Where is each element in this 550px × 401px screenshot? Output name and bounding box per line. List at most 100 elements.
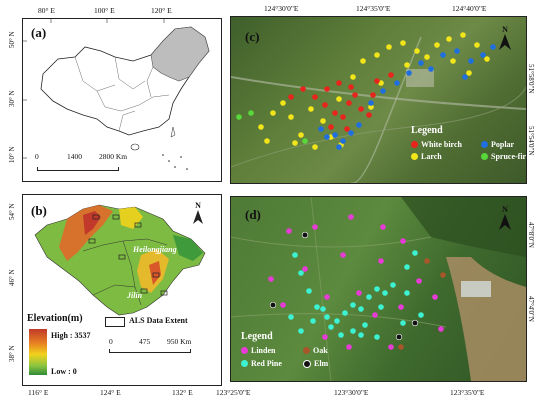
larch-plot-marker (446, 36, 452, 42)
white-birch-plot-marker (332, 110, 338, 116)
c-legend-spruce-fir: Spruce-fir (481, 152, 526, 161)
poplar-plot-marker (318, 126, 324, 132)
b-north-arrow: N (193, 201, 203, 226)
poplar-plot-marker (324, 134, 330, 140)
linden-plot-marker (398, 304, 404, 310)
red-pine-plot-marker (298, 270, 304, 276)
white-birch-plot-marker (312, 94, 318, 100)
oak-plot-marker (398, 344, 404, 350)
poplar-plot-marker (428, 66, 434, 72)
white-birch-plot-marker (348, 84, 354, 90)
d-right-tick-2: 47°4'0"N (527, 296, 535, 322)
white-birch-plot-marker (344, 126, 350, 132)
larch-plot-marker (320, 118, 326, 124)
spruce-fir-marker-icon (481, 153, 488, 160)
panel-d-satellite: (d) N Legend Linden Oak Red Pine Elm (230, 196, 527, 382)
linden-plot-marker (416, 278, 422, 284)
linden-plot-marker (400, 238, 406, 244)
larch-plot-marker (386, 44, 392, 50)
c-legend-label: White birch (421, 140, 462, 149)
spruce-fir-plot-marker (302, 138, 308, 144)
panel-d-label: (d) (245, 207, 261, 222)
red-pine-plot-marker (382, 290, 388, 296)
red-pine-plot-marker (404, 264, 410, 270)
linden-plot-marker (302, 266, 308, 272)
poplar-plot-marker (356, 122, 362, 128)
larch-plot-marker (350, 74, 356, 80)
linden-plot-marker (268, 276, 274, 282)
elevation-high-label: High : 3537 (51, 331, 91, 340)
white-birch-plot-marker (374, 78, 380, 84)
northeast-region (150, 26, 210, 82)
c-legend-label: Poplar (491, 140, 515, 149)
linden-plot-marker (372, 312, 378, 318)
larch-plot-marker (298, 132, 304, 138)
d-north-arrow: N (499, 205, 511, 232)
red-pine-plot-marker (328, 324, 334, 330)
linden-plot-marker (346, 344, 352, 350)
linden-plot-marker (380, 224, 386, 230)
poplar-plot-marker (440, 52, 446, 58)
b-bottom-tick-3: 132° E (172, 388, 193, 397)
d-bottom-tick-1: 123°25'0"E (216, 388, 251, 397)
linden-plot-marker (312, 224, 318, 230)
a-left-tick-1: 50° N (8, 31, 16, 48)
c-legend-title: Legend (411, 125, 443, 136)
a-top-tick-1: 80° E (38, 6, 55, 15)
b-bottom-tick-2: 124° E (100, 388, 121, 397)
panel-d-plot-points (268, 214, 446, 350)
red-pine-plot-marker (418, 312, 424, 318)
c-legend-white-birch: White birch (411, 140, 481, 149)
white-birch-plot-marker (328, 124, 334, 130)
larch-plot-marker (484, 56, 490, 62)
white-birch-marker-icon (411, 141, 418, 148)
larch-plot-marker (368, 104, 374, 110)
c-right-tick-2: 51°54'0"N (527, 126, 535, 156)
d-legend-label: Linden (251, 346, 276, 355)
b-scale-1: 475 (139, 337, 151, 346)
a-left-tick-2: 30° N (8, 90, 16, 107)
red-pine-plot-marker (358, 306, 364, 312)
d-legend-label: Oak (313, 346, 328, 355)
b-bottom-tick-1: 116° E (28, 388, 49, 397)
white-birch-plot-marker (388, 72, 394, 78)
larch-plot-marker (258, 124, 264, 130)
red-pine-plot-marker (362, 322, 368, 328)
c-top-tick-2: 124°35'0"E (356, 4, 391, 13)
panel-a-map: (a) 0 1400 2800 Km (22, 18, 222, 182)
panel-c-plot-points (236, 32, 496, 150)
d-legend-title: Legend (241, 331, 273, 342)
linden-plot-marker (348, 214, 354, 220)
region-jilin: Jilin (127, 291, 143, 300)
linden-plot-marker (388, 344, 394, 350)
b-scale-bar (109, 349, 191, 353)
white-birch-plot-marker (352, 92, 358, 98)
a-top-tick-2: 100° E (94, 6, 115, 15)
red-pine-marker-icon (241, 360, 248, 367)
oak-plot-marker (440, 272, 446, 278)
d-bottom-tick-2: 123°30'0"E (334, 388, 369, 397)
poplar-plot-marker (418, 60, 424, 66)
oak-marker-icon (303, 347, 310, 354)
larch-plot-marker (404, 62, 410, 68)
poplar-plot-marker (348, 130, 354, 136)
poplar-plot-marker (454, 48, 460, 54)
larch-plot-marker (280, 100, 286, 106)
larch-plot-marker (424, 54, 430, 60)
red-pine-plot-marker (378, 304, 384, 310)
north-arrow-icon (193, 210, 203, 224)
larch-plot-marker (336, 96, 342, 102)
d-legend-label: Elm (314, 359, 329, 368)
linden-plot-marker (322, 334, 328, 340)
red-pine-plot-marker (298, 328, 304, 334)
elm-plot-marker (301, 231, 309, 239)
a-left-tick-3: 10° N (8, 146, 16, 163)
poplar-plot-marker (340, 138, 346, 144)
white-birch-plot-marker (300, 86, 306, 92)
white-birch-plot-marker (358, 106, 364, 112)
poplar-plot-marker (480, 52, 486, 58)
red-pine-plot-marker (324, 314, 330, 320)
elevation-colorbar (29, 329, 47, 375)
white-birch-plot-marker (340, 114, 346, 120)
elm-plot-marker (411, 319, 419, 327)
